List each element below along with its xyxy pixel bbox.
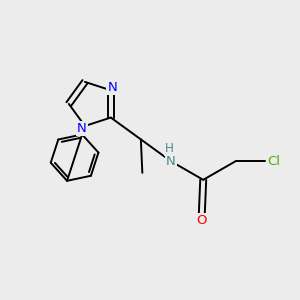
Text: N: N bbox=[107, 81, 117, 94]
Text: H: H bbox=[165, 142, 174, 155]
Text: N: N bbox=[77, 122, 87, 135]
Text: O: O bbox=[196, 214, 207, 227]
Text: Cl: Cl bbox=[268, 155, 281, 168]
Text: N: N bbox=[166, 155, 176, 168]
